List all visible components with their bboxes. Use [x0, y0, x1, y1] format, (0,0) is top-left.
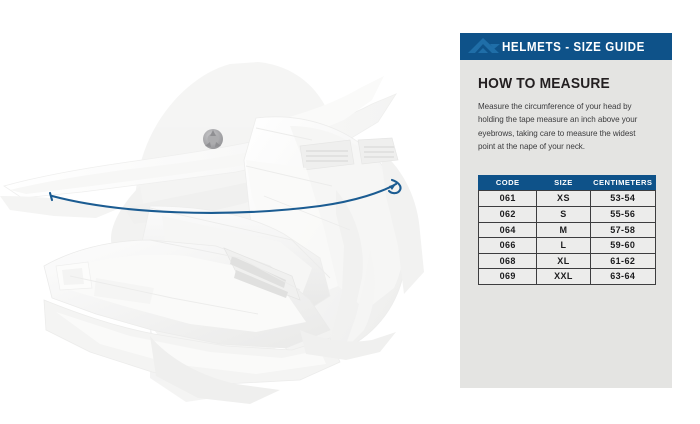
column-header-code: CODE	[477, 175, 538, 192]
how-to-measure-body-text: Measure the circumference of your head b…	[478, 102, 638, 152]
cell-centimeters: 61-62	[589, 252, 656, 270]
cell-code: 064	[477, 221, 538, 239]
panel-body: HOW TO MEASURE Measure the circumference…	[460, 60, 672, 285]
cell-centimeters: 57-58	[589, 221, 656, 239]
helmet-panel-lines	[69, 127, 351, 315]
cell-code: 066	[477, 237, 538, 254]
cell-centimeters: 53-54	[589, 190, 656, 208]
cell-size: S	[536, 206, 591, 223]
table-row: 069 XXL 63-64	[477, 268, 656, 285]
helmet-vents-top	[299, 137, 399, 171]
helmet-illustration	[0, 62, 424, 404]
panel-title: HELMETS - SIZE GUIDE	[501, 39, 645, 54]
size-table-body: 061 XS 53-54 062 S 55-56 064 M 57-58	[477, 190, 656, 285]
visor-pivot-screw-icon	[203, 129, 223, 149]
table-row: 064 M 57-58	[477, 221, 656, 239]
cell-code: 068	[477, 252, 538, 270]
table-row: 061 XS 53-54	[477, 190, 656, 208]
chin-vent	[223, 247, 301, 301]
cell-code: 061	[477, 190, 538, 208]
cell-size: M	[536, 221, 591, 239]
helmet-chin-bar	[43, 239, 331, 349]
cell-size: L	[536, 237, 591, 254]
cell-centimeters: 55-56	[589, 206, 656, 223]
brand-a-arrow-logo-icon	[468, 38, 500, 53]
table-row: 068 XL 61-62	[477, 252, 656, 270]
size-table-header-row: CODE SIZE CENTIMETERS	[477, 175, 656, 192]
size-table-wrapper: CODE SIZE CENTIMETERS 061 XS 53-54 062 S…	[477, 175, 656, 285]
cell-centimeters: 59-60	[589, 237, 656, 254]
column-header-centimeters: CENTIMETERS	[589, 175, 656, 192]
table-row: 066 L 59-60	[477, 237, 656, 254]
helmet-illustration-svg	[0, 62, 424, 404]
table-row: 062 S 55-56	[477, 206, 656, 223]
cell-centimeters: 63-64	[589, 268, 656, 285]
cell-code: 069	[477, 268, 538, 285]
column-header-size: SIZE	[536, 175, 591, 192]
cell-code: 062	[477, 206, 538, 223]
cell-size: XL	[536, 252, 591, 270]
size-table: CODE SIZE CENTIMETERS 061 XS 53-54 062 S…	[477, 175, 656, 285]
panel-header: HELMETS - SIZE GUIDE	[460, 33, 672, 60]
how-to-measure-heading: HOW TO MEASURE	[478, 75, 610, 92]
cell-size: XXL	[536, 268, 591, 285]
size-guide-panel: HELMETS - SIZE GUIDE HOW TO MEASURE Meas…	[460, 33, 672, 388]
cell-size: XS	[536, 190, 591, 208]
size-table-head: CODE SIZE CENTIMETERS	[477, 175, 656, 192]
measure-tape-line	[48, 178, 402, 214]
helmet-lower-jaw	[43, 299, 341, 404]
